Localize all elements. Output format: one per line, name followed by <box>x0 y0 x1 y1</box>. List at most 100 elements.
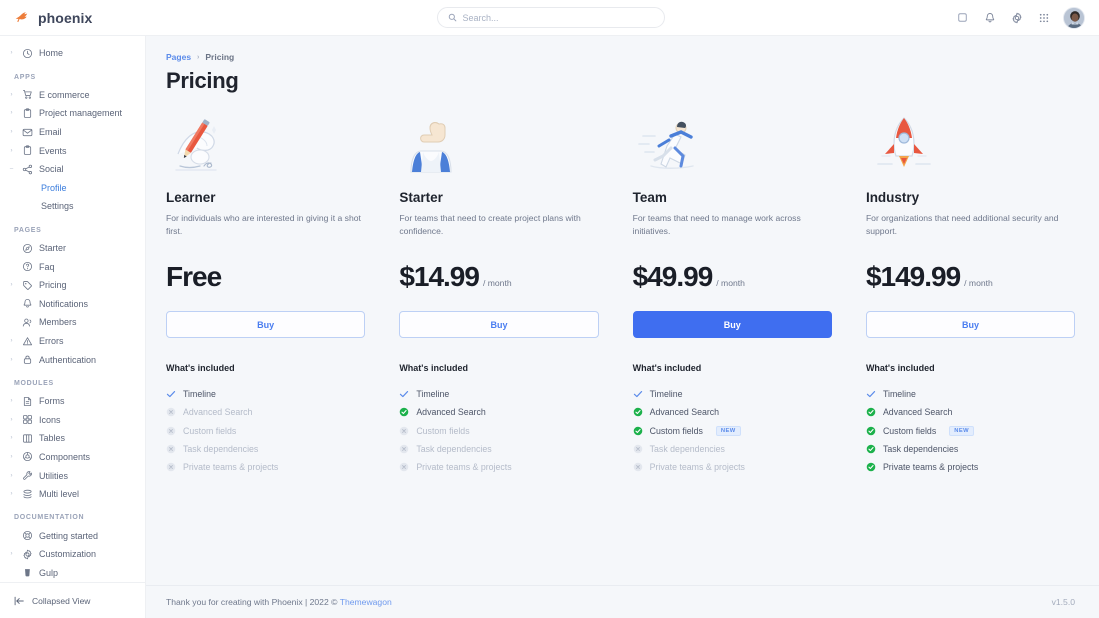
feature-item: Task dependencies <box>633 440 832 458</box>
warning-triangle-icon <box>21 336 33 347</box>
chevron-right-icon[interactable]: › <box>10 338 13 345</box>
sidebar-item-utilities[interactable]: › Utilities <box>0 466 145 485</box>
runner-illustration <box>633 114 832 176</box>
sidebar-item-customization[interactable]: › Customization <box>0 545 145 564</box>
gear-icon[interactable] <box>1009 10 1024 25</box>
sidebar-item-label: Errors <box>39 336 64 347</box>
chevron-right-icon[interactable]: › <box>10 110 13 117</box>
check-circle-icon <box>866 462 876 472</box>
feature-item: Task dependencies <box>166 440 365 458</box>
buy-button-starter[interactable]: Buy <box>399 311 599 338</box>
chevron-right-icon[interactable]: › <box>10 356 13 363</box>
sidebar: › Home APPS › E commerce › Project management ›… <box>0 36 146 618</box>
feature-list: Timeline Advanced Search Custom fields NEW T… <box>633 385 832 476</box>
pricing-plan-industry: Industry For organizations that need addi… <box>865 114 1076 476</box>
sidebar-item-project-management[interactable]: › Project management <box>0 104 145 123</box>
sidebar-item-label: Members <box>39 317 77 328</box>
apps-grid-icon[interactable] <box>1036 10 1051 25</box>
feature-item: Timeline <box>399 385 598 403</box>
sidebar-item-email[interactable]: › Email <box>0 123 145 142</box>
bell-icon <box>21 298 33 309</box>
lock-icon <box>21 354 33 365</box>
sidebar-item-forms[interactable]: › Forms <box>0 392 145 411</box>
brand-logo[interactable]: phoenix <box>0 9 146 26</box>
chevron-right-icon[interactable]: › <box>10 129 13 136</box>
sidebar-subitem-settings[interactable]: Settings <box>41 201 74 212</box>
avatar[interactable] <box>1063 6 1085 29</box>
chevron-down-icon[interactable]: – <box>9 166 14 173</box>
sidebar-item-social[interactable]: – Social <box>0 160 145 179</box>
feature-item: Custom fields NEW <box>866 422 1075 440</box>
feature-label: Advanced Search <box>416 407 486 418</box>
sidebar-item-home[interactable]: › Home <box>0 44 145 63</box>
buy-button-team[interactable]: Buy <box>632 311 832 338</box>
sidebar-item-authentication[interactable]: › Authentication <box>0 350 145 369</box>
buy-button-learner[interactable]: Buy <box>166 311 366 338</box>
chevron-right-icon[interactable]: › <box>10 398 13 405</box>
sidebar-item-events[interactable]: › Events <box>0 141 145 160</box>
sidebar-item-components[interactable]: › Components <box>0 448 145 467</box>
clipboard-icon <box>21 145 33 156</box>
themewagon-link[interactable]: Themewagon <box>339 597 392 607</box>
collapse-view-button[interactable]: Collapsed View <box>0 582 145 618</box>
search-box[interactable] <box>436 7 665 28</box>
feature-item: Advanced Search <box>633 403 832 421</box>
plan-description: For organizations that need additional s… <box>865 213 1059 237</box>
sidebar-section-label-pages: PAGES <box>14 226 42 234</box>
chevron-right-icon[interactable]: › <box>10 453 13 460</box>
check-icon <box>633 389 643 399</box>
sidebar-item-getting-started[interactable]: Getting started <box>0 526 145 545</box>
sidebar-item-faq[interactable]: Faq <box>0 257 145 276</box>
sidebar-scroll-area[interactable]: › Home APPS › E commerce › Project management ›… <box>0 36 145 582</box>
breadcrumb-parent[interactable]: Pages <box>166 52 192 62</box>
feature-label: Advanced Search <box>882 407 953 418</box>
plan-price-row: $149.99/ month <box>866 261 1075 295</box>
sidebar-item-tables[interactable]: › Tables <box>0 429 145 448</box>
sidebar-item-multi-level[interactable]: › Multi level <box>0 485 145 504</box>
search-input[interactable] <box>462 12 654 23</box>
chevron-right-icon[interactable]: › <box>10 50 13 57</box>
sidebar-item-members[interactable]: Members <box>0 313 145 332</box>
feature-label: Private teams & projects <box>649 462 745 473</box>
sidebar-item-pricing[interactable]: › Pricing <box>0 276 145 295</box>
feature-label: Private teams & projects <box>183 462 279 473</box>
collapse-view-label: Collapsed View <box>32 595 91 606</box>
whats-included-title: What's included <box>166 363 235 373</box>
bell-icon[interactable] <box>982 10 997 25</box>
sidebar-item-label: Pricing <box>39 280 67 291</box>
check-circle-icon <box>866 444 876 454</box>
sidebar-item-label: Components <box>39 451 91 462</box>
clipboard-icon <box>21 108 33 119</box>
collapse-arrow-icon <box>14 596 24 605</box>
cart-icon <box>21 89 33 100</box>
chevron-right-icon[interactable]: › <box>10 551 13 558</box>
thumbs-up-illustration <box>399 114 598 176</box>
sidebar-item-errors[interactable]: › Errors <box>0 332 145 351</box>
chevron-right-icon[interactable]: › <box>10 491 13 498</box>
sidebar-item-notifications[interactable]: Notifications <box>0 295 145 314</box>
sidebar-item-starter[interactable]: Starter <box>0 239 145 258</box>
sidebar-subitem-profile[interactable]: Profile <box>41 182 67 193</box>
top-navbar: phoenix <box>0 0 1099 36</box>
sidebar-item-e-commerce[interactable]: › E commerce <box>0 86 145 105</box>
chevron-right-icon[interactable]: › <box>10 91 13 98</box>
page-content: Pages › Pricing Pricing Learner For indiv… <box>146 36 1099 585</box>
table-icon <box>21 433 33 444</box>
feature-list: Timeline Advanced Search Custom fields Task… <box>399 385 598 476</box>
theme-toggle-icon[interactable] <box>955 10 970 25</box>
chevron-right-icon[interactable]: › <box>10 147 13 154</box>
sidebar-item-label: Gulp <box>39 567 59 578</box>
chevron-right-icon[interactable]: › <box>10 416 13 423</box>
check-circle-icon <box>399 407 409 417</box>
chevron-right-icon[interactable]: › <box>10 472 13 479</box>
compass-icon <box>21 243 33 254</box>
sidebar-item-gulp[interactable]: Gulp <box>0 564 145 582</box>
chevron-right-icon[interactable]: › <box>10 435 13 442</box>
feature-list: Timeline Advanced Search Custom fields Task… <box>166 385 365 476</box>
feature-label: Timeline <box>649 389 683 400</box>
sidebar-item-icons[interactable]: › Icons <box>0 411 145 430</box>
buy-button-industry[interactable]: Buy <box>865 311 1076 338</box>
chevron-right-icon[interactable]: › <box>10 282 13 289</box>
sidebar-item-label: Multi level <box>39 489 80 500</box>
